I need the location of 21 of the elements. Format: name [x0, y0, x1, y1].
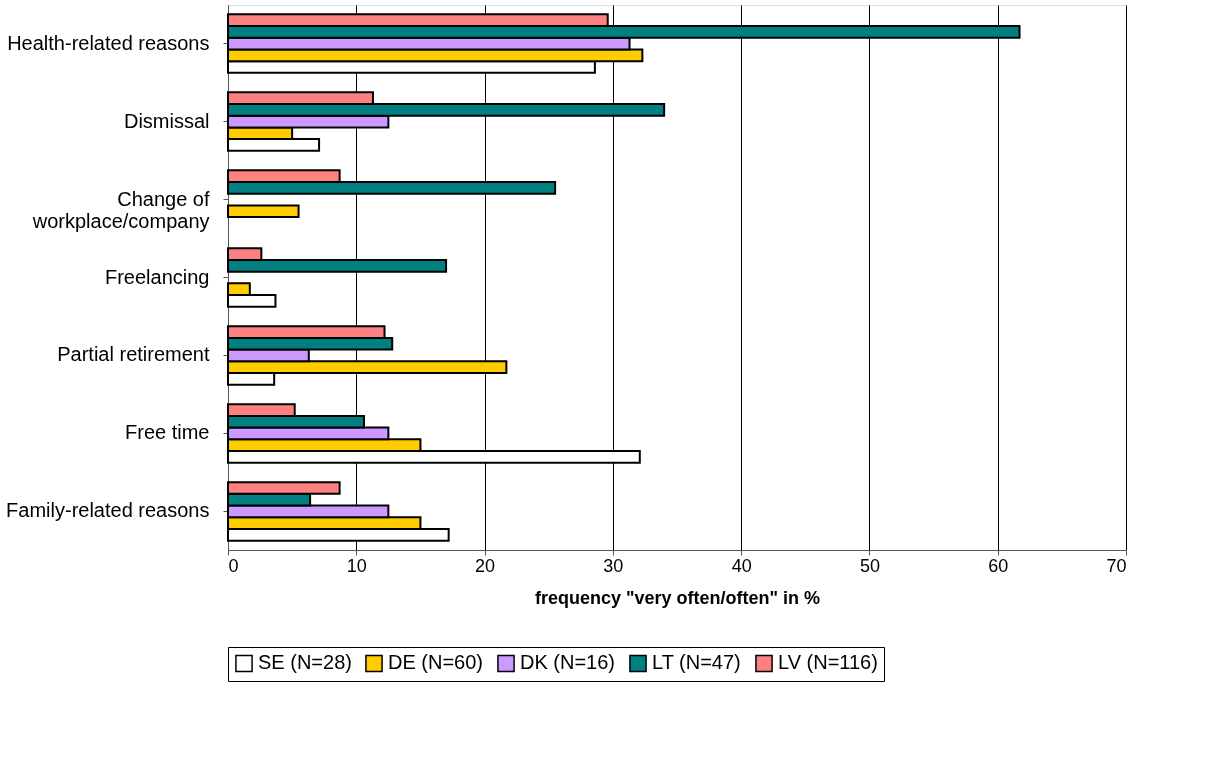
y-tick-label: Health-related reasons [7, 31, 210, 54]
legend-label: LT (N=47) [652, 651, 741, 674]
legend-label: DE (N=60) [388, 651, 484, 674]
x-tick-label: 20 [475, 555, 496, 576]
y-tick-label: Dismissal [123, 109, 210, 132]
legend-label: DK (N=16) [520, 651, 616, 674]
y-tick-label: Freelancing [104, 265, 210, 288]
y-tick-label: Partial retirement [57, 343, 210, 366]
x-tick-label: 60 [988, 555, 1009, 576]
x-tick-label: 10 [346, 555, 367, 576]
x-tick-label: 50 [859, 555, 880, 576]
x-tick-label: 0 [228, 555, 239, 576]
y-tick-label: Free time [125, 421, 210, 444]
x-axis-title: frequency "very often/often" in % [534, 587, 821, 608]
y-tick-label: Change of workplace/company [31, 187, 210, 232]
x-tick-label: 40 [731, 555, 752, 576]
legend-label: LV (N=116) [778, 651, 878, 674]
legend-label: SE (N=28) [258, 651, 352, 674]
y-tick-label: Family-related reasons [6, 499, 210, 522]
x-tick-label: 70 [1106, 555, 1127, 576]
x-tick-label: 30 [603, 555, 624, 576]
